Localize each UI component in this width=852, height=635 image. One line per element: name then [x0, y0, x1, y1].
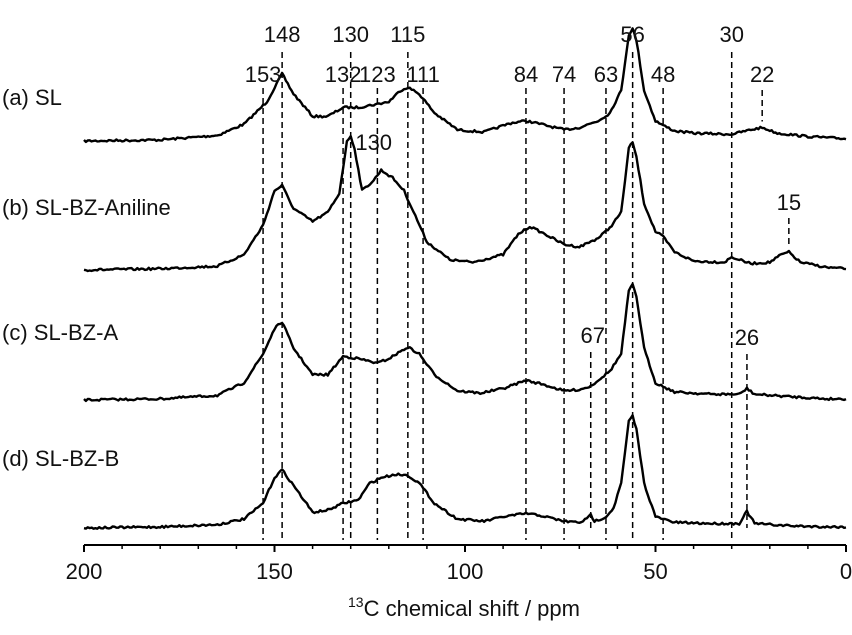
peak-label-132: 132: [325, 62, 362, 87]
peak-label-63: 63: [594, 62, 618, 87]
series-label-4: (d) SL-BZ-B: [2, 446, 119, 471]
annotation-label-26: 26: [735, 325, 759, 350]
annotation-label-67: 67: [580, 323, 604, 348]
spectrum-line-4: [83, 414, 847, 530]
labels-group: (a) SL (b) SL-BZ-Aniline (c) SL-BZ-A (d) SL…: [2, 22, 801, 471]
spectrum-line-2: [83, 134, 847, 273]
spectrum-line-3: [83, 282, 847, 403]
annotation-label-130: 130: [355, 130, 392, 155]
reference-lines-group: [262, 52, 790, 540]
peak-label-84: 84: [514, 62, 538, 87]
series-label-2: (b) SL-BZ-Aniline: [2, 195, 171, 220]
peak-label-148: 148: [264, 22, 301, 47]
spectra-group: [83, 27, 847, 530]
x-axis-label: 13C chemical shift / ppm: [348, 594, 580, 621]
peak-label-111: 111: [406, 62, 439, 87]
x-tick-label-150: 150: [256, 559, 293, 584]
peak-label-30: 30: [719, 22, 743, 47]
x-axis-group: 200 150 100 50 0: [66, 544, 852, 584]
x-tick-label-200: 200: [66, 559, 103, 584]
peak-label-74: 74: [552, 62, 576, 87]
peak-label-123: 123: [359, 62, 396, 87]
peak-label-115: 115: [390, 22, 425, 47]
spectrum-line-1: [83, 27, 847, 144]
annotation-label-22: 22: [750, 62, 774, 87]
x-tick-label-50: 50: [643, 559, 667, 584]
peak-label-48: 48: [651, 62, 675, 87]
peak-label-130: 130: [332, 22, 369, 47]
x-axis-label-text: C chemical shift / ppm: [364, 596, 580, 621]
x-tick-label-0: 0: [840, 559, 852, 584]
x-tick-label-100: 100: [447, 559, 484, 584]
series-label-3: (c) SL-BZ-A: [2, 320, 118, 345]
peak-label-56: 56: [620, 22, 644, 47]
annotation-label-15: 15: [777, 190, 801, 215]
series-label-1: (a) SL: [2, 85, 62, 110]
x-axis-label-superscript: 13: [348, 594, 364, 610]
peak-label-153: 153: [245, 62, 282, 87]
